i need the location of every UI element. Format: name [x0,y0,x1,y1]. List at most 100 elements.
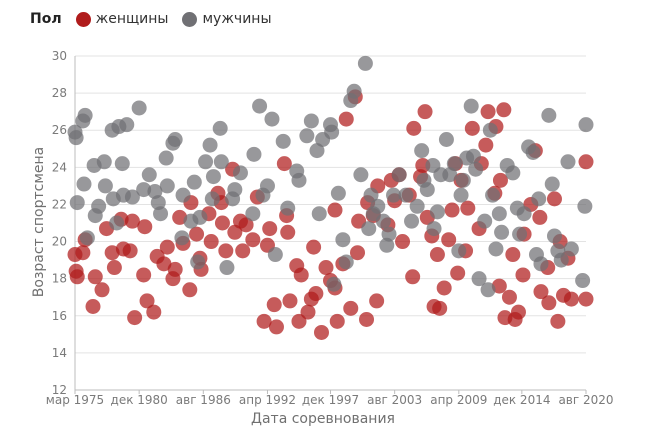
data-point[interactable] [532,209,548,225]
data-point[interactable] [204,191,220,207]
data-point[interactable] [311,206,327,222]
data-point[interactable] [153,206,169,222]
data-point[interactable] [68,130,84,146]
data-point[interactable] [324,124,340,140]
data-point[interactable] [329,313,345,329]
data-point[interactable] [370,198,386,214]
data-point[interactable] [182,282,198,298]
data-point[interactable] [327,202,343,218]
data-point[interactable] [69,269,85,285]
data-point[interactable] [119,117,135,133]
data-point[interactable] [343,300,359,316]
data-point[interactable] [175,187,191,203]
data-point[interactable] [141,167,157,183]
data-point[interactable] [550,313,566,329]
data-point[interactable] [198,154,214,170]
data-point[interactable] [450,265,466,281]
data-point[interactable] [218,243,234,259]
data-point[interactable] [313,324,329,340]
data-point[interactable] [546,228,562,244]
data-point[interactable] [291,313,307,329]
data-point[interactable] [97,178,113,194]
data-point[interactable] [432,300,448,316]
data-point[interactable] [491,278,507,294]
data-point[interactable] [417,104,433,120]
data-point[interactable] [350,245,366,261]
data-point[interactable] [235,243,251,259]
data-point[interactable] [359,311,375,327]
data-point[interactable] [203,234,219,250]
data-point[interactable] [482,122,498,138]
data-point[interactable] [338,254,354,270]
data-point[interactable] [563,241,579,257]
data-point[interactable] [463,98,479,114]
data-point[interactable] [375,213,391,229]
data-point[interactable] [361,221,377,237]
data-point[interactable] [238,217,254,233]
data-point[interactable] [104,245,120,261]
data-point[interactable] [227,224,243,240]
data-point[interactable] [406,120,422,136]
data-point[interactable] [429,247,445,263]
data-point[interactable] [205,169,221,185]
data-point[interactable] [444,202,460,218]
data-point[interactable] [575,273,591,289]
data-point[interactable] [318,260,334,276]
data-point[interactable] [516,206,532,222]
data-point[interactable] [357,55,373,71]
data-point[interactable] [485,187,501,203]
data-point[interactable] [510,304,526,320]
data-point[interactable] [219,260,235,276]
data-point[interactable] [77,107,93,123]
data-point[interactable] [172,209,188,225]
data-point[interactable] [213,154,229,170]
data-point[interactable] [505,165,521,181]
data-point[interactable] [212,120,228,136]
data-point[interactable] [131,100,147,116]
data-point[interactable] [460,200,476,216]
data-point[interactable] [492,172,508,188]
data-point[interactable] [441,232,457,248]
data-point[interactable] [156,256,172,272]
data-point[interactable] [262,221,278,237]
data-point[interactable] [159,239,175,255]
data-point[interactable] [256,313,272,329]
data-point[interactable] [544,176,560,192]
data-point[interactable] [541,295,557,311]
data-point[interactable] [436,280,452,296]
data-point[interactable] [136,182,152,198]
data-point[interactable] [122,243,138,259]
data-point[interactable] [158,150,174,166]
data-point[interactable] [446,156,462,172]
data-point[interactable] [553,252,569,268]
data-point[interactable] [232,165,248,181]
data-point[interactable] [578,117,594,133]
data-point[interactable] [480,282,496,298]
data-point[interactable] [280,200,296,216]
data-point[interactable] [174,230,190,246]
data-point[interactable] [268,319,284,335]
data-point[interactable] [300,304,316,320]
data-point[interactable] [264,111,280,127]
data-point[interactable] [246,146,262,162]
data-point[interactable] [465,148,481,164]
data-point[interactable] [291,172,307,188]
data-point[interactable] [87,269,103,285]
data-point[interactable] [299,128,315,144]
data-point[interactable] [136,267,152,283]
data-point[interactable] [326,276,342,292]
data-point[interactable] [468,161,484,177]
data-point[interactable] [496,102,512,118]
data-point[interactable] [429,204,445,220]
data-point[interactable] [398,187,414,203]
data-point[interactable] [381,226,397,242]
data-point[interactable] [426,221,442,237]
data-point[interactable] [363,187,379,203]
legend-item-men[interactable]: мужчины [182,11,272,27]
data-point[interactable] [414,143,430,159]
data-point[interactable] [308,286,324,302]
data-point[interactable] [267,247,283,263]
data-point[interactable] [280,224,296,240]
data-point[interactable] [124,213,140,229]
data-point[interactable] [438,132,454,147]
